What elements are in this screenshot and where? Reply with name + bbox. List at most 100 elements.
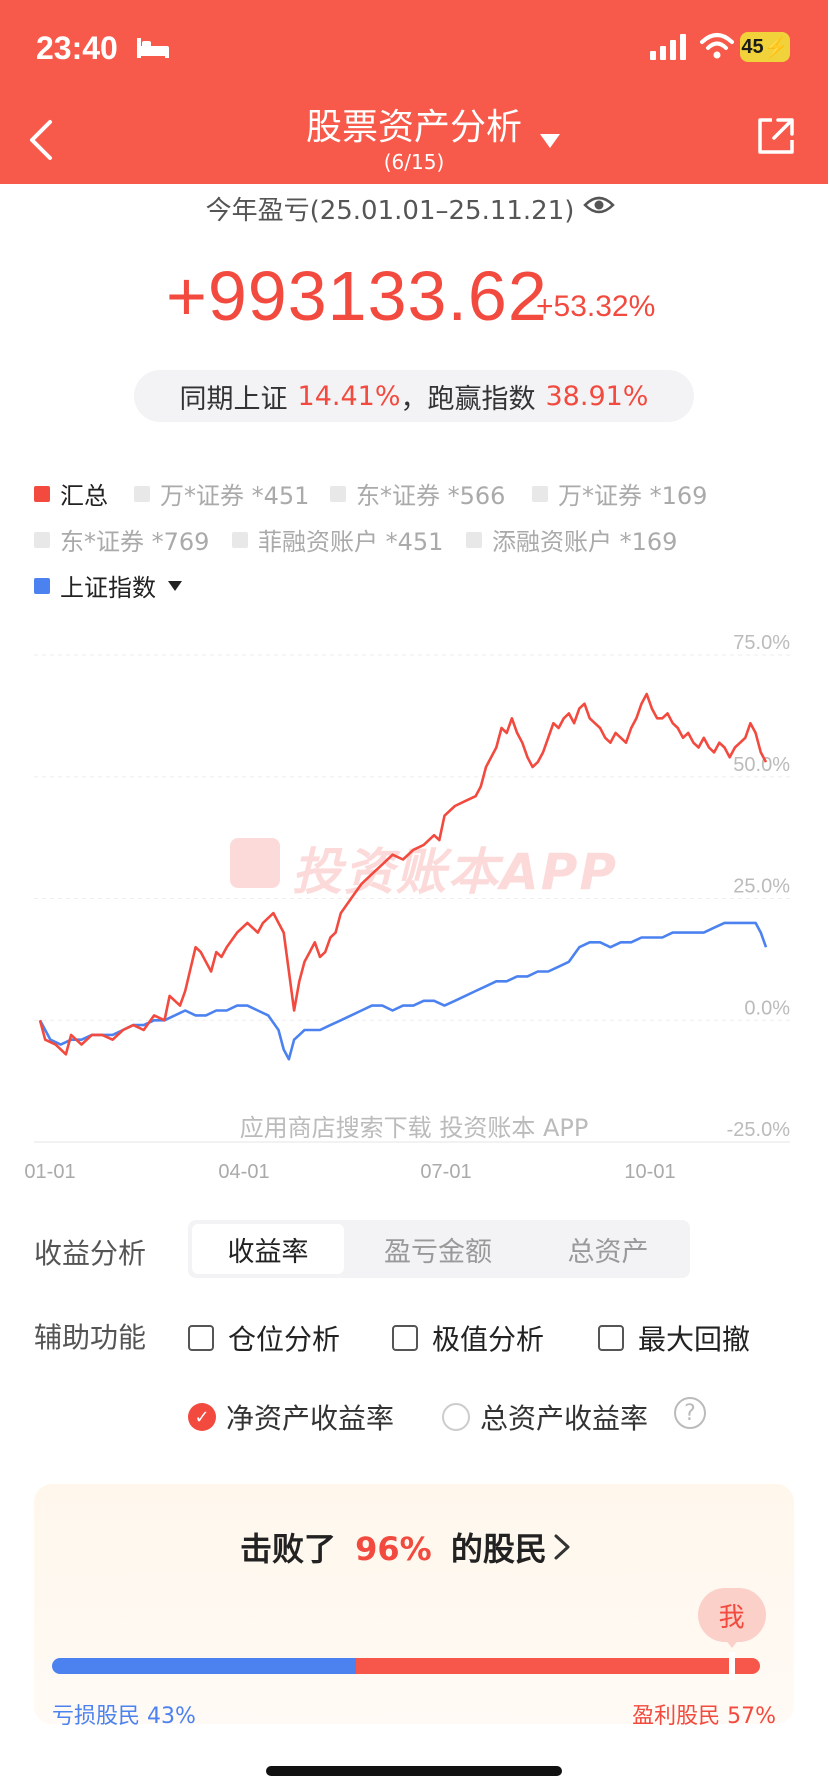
y-tick-label: -25.0% xyxy=(727,1119,791,1141)
tab-return-rate[interactable]: 收益率 xyxy=(192,1224,344,1274)
legend-item-account[interactable]: 东*证券 *769 xyxy=(34,522,209,557)
x-tick-label: 07-01 xyxy=(420,1161,471,1183)
legend-swatch xyxy=(34,577,50,594)
legend-swatch xyxy=(466,531,482,548)
max-drawdown-checkbox[interactable]: 最大回撤 xyxy=(598,1318,750,1358)
legend-item-account[interactable]: 菲融资账户 *451 xyxy=(232,522,443,557)
series-line-index xyxy=(38,921,768,1061)
legend-item-account[interactable]: 添融资账户 *169 xyxy=(466,522,677,557)
x-tick-label: 01-01 xyxy=(24,1161,75,1183)
chevron-down-icon[interactable] xyxy=(168,580,182,591)
checkbox-label: 极值分析 xyxy=(432,1323,545,1356)
legend-label: 东*证券 *566 xyxy=(356,482,506,510)
legend-label: 汇总 xyxy=(60,482,108,510)
back-icon[interactable] xyxy=(26,118,56,162)
checkbox-label: 仓位分析 xyxy=(228,1323,341,1356)
chevron-right-icon[interactable] xyxy=(552,1532,572,1562)
bench-value: 14.41% xyxy=(297,380,401,412)
gain-legend: 盈利股民 57% xyxy=(632,1698,776,1730)
me-marker: 我 xyxy=(697,1588,766,1642)
x-tick-label: 04-01 xyxy=(218,1161,269,1183)
share-icon[interactable] xyxy=(756,116,796,156)
top-bar: 23:40 45 ⚡ 股票资产分析 (6/15) xyxy=(0,0,828,184)
tab-profit-amount[interactable]: 盈亏金额 xyxy=(384,1236,492,1268)
legend-label: 万*证券 *451 xyxy=(160,482,310,510)
legend-swatch xyxy=(532,485,548,502)
download-hint: 应用商店搜索下载 投资账本 APP xyxy=(239,1114,589,1142)
y-tick-label: 25.0% xyxy=(733,876,790,898)
wifi-icon xyxy=(700,33,734,59)
loss-legend: 亏损股民 43% xyxy=(52,1698,196,1730)
legend-label: 菲融资账户 *451 xyxy=(258,528,444,556)
help-icon[interactable]: ? xyxy=(674,1397,706,1429)
y-tick-label: 0.0% xyxy=(744,997,790,1019)
sleep-mode-icon xyxy=(137,38,169,58)
title-dropdown-icon[interactable] xyxy=(540,134,560,148)
beat-value: 38.91% xyxy=(545,380,649,412)
net-asset-return-radio[interactable]: ✓ 净资产收益率 xyxy=(188,1397,394,1437)
chart-watermark: 投资账本APP xyxy=(230,832,618,904)
loss-bar xyxy=(52,1658,357,1674)
page-title[interactable]: 股票资产分析 xyxy=(305,107,522,148)
legend-swatch xyxy=(34,485,50,502)
radio-label: 总资产收益率 xyxy=(480,1402,649,1435)
ranking-prefix: 击败了 xyxy=(239,1530,336,1568)
gain-bar xyxy=(356,1658,760,1674)
legend-item-total[interactable]: 汇总 xyxy=(34,476,108,511)
cellular-signal-icon xyxy=(650,34,686,60)
series-line-total xyxy=(38,692,768,1056)
legend-swatch xyxy=(34,531,50,548)
y-tick-label: 75.0% xyxy=(733,632,790,654)
checkbox-icon xyxy=(598,1325,624,1351)
analysis-segmented-control: 收益率 盈亏金额 总资产 xyxy=(188,1220,690,1278)
battery-level: 45 xyxy=(741,35,764,58)
watermark-text: 投资账本APP xyxy=(292,843,618,901)
charging-icon: ⚡ xyxy=(763,36,789,59)
status-time: 23:40 xyxy=(36,30,118,66)
beat-label: ，跑赢指数 xyxy=(400,383,536,415)
legend-label: 添融资账户 *169 xyxy=(492,528,678,556)
ranking-title: 击败了 96% 的股民 xyxy=(34,1524,794,1570)
gain-label-text: 盈利股民 xyxy=(632,1704,721,1729)
radio-icon xyxy=(442,1403,470,1431)
checkbox-label: 最大回撤 xyxy=(638,1323,751,1356)
legend-swatch xyxy=(134,485,150,502)
extreme-analysis-checkbox[interactable]: 极值分析 xyxy=(392,1318,544,1358)
period-label: 今年盈亏(25.01.01–25.11.21) xyxy=(0,190,828,227)
legend-label: 东*证券 *769 xyxy=(60,528,210,556)
aux-label: 辅助功能 xyxy=(34,1321,147,1354)
bench-label: 同期上证 xyxy=(179,383,288,415)
eye-icon[interactable] xyxy=(583,193,615,217)
legend-item-account[interactable]: 万*证券 *451 xyxy=(134,476,309,511)
analysis-label: 收益分析 xyxy=(34,1237,147,1270)
ranking-value: 96% xyxy=(355,1530,432,1568)
home-indicator[interactable] xyxy=(266,1766,562,1776)
checkbox-icon xyxy=(188,1325,214,1351)
loss-pct: 43% xyxy=(147,1704,196,1729)
watermark-logo-icon xyxy=(230,838,280,888)
battery-indicator: 45 ⚡ xyxy=(740,32,790,62)
benchmark-pill: 同期上证 14.41% ，跑赢指数 38.91% xyxy=(134,370,694,422)
profit-amount: +993133.62 xyxy=(166,257,548,335)
y-tick-label: 50.0% xyxy=(733,754,790,776)
check-icon: ✓ xyxy=(188,1403,216,1431)
total-asset-return-radio[interactable]: 总资产收益率 xyxy=(442,1397,648,1437)
legend-swatch xyxy=(232,531,248,548)
ranking-card[interactable]: 击败了 96% 的股民 我 亏损股民 43% 盈利股民 57% xyxy=(34,1484,794,1729)
legend-item-index[interactable]: 上证指数 xyxy=(34,568,182,603)
profit-percent: +53.32% xyxy=(536,290,656,323)
return-chart[interactable]: 75.0% 50.0% 25.0% 0.0% -25.0% 01-01 04-01 07-01… xyxy=(0,620,828,1190)
checkbox-icon xyxy=(392,1325,418,1351)
legend-item-account[interactable]: 万*证券 *169 xyxy=(532,476,707,511)
me-position-marker xyxy=(728,1652,735,1680)
page-index: (6/15) xyxy=(383,150,445,174)
gain-pct: 57% xyxy=(727,1704,776,1729)
tab-total-assets[interactable]: 总资产 xyxy=(567,1236,649,1268)
ranking-suffix: 的股民 xyxy=(450,1530,547,1568)
legend-item-account[interactable]: 东*证券 *566 xyxy=(330,476,505,511)
legend-swatch xyxy=(330,485,346,502)
position-analysis-checkbox[interactable]: 仓位分析 xyxy=(188,1318,340,1358)
period-text: 今年盈亏(25.01.01–25.11.21) xyxy=(205,196,575,226)
legend-label: 上证指数 xyxy=(60,574,156,602)
